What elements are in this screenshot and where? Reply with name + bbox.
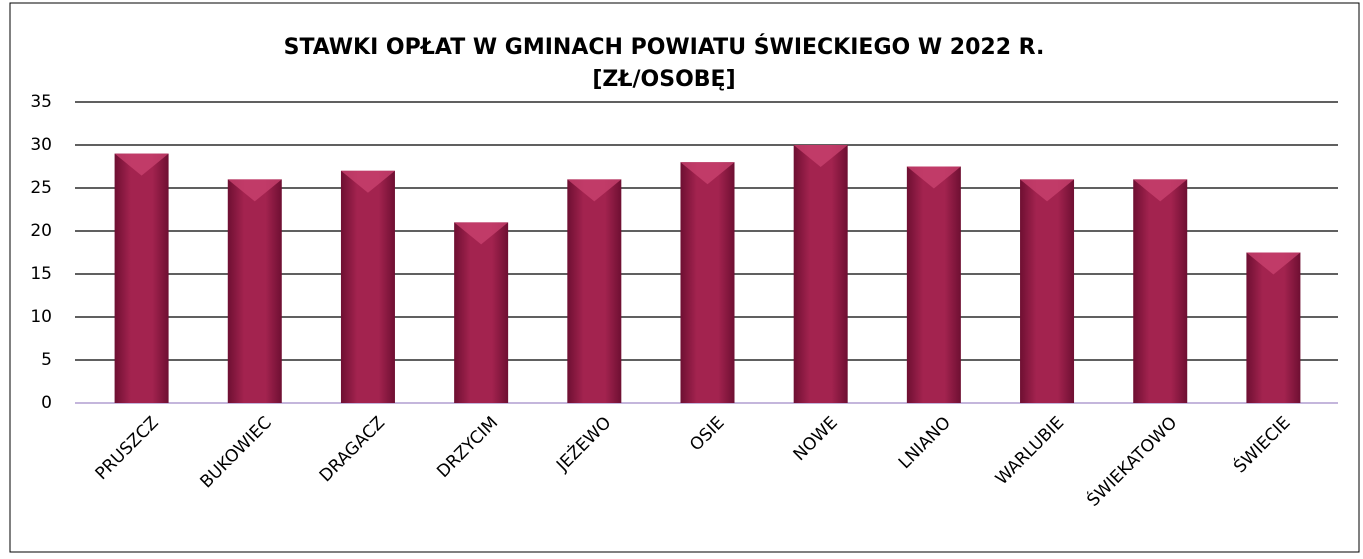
bar-top-bevel <box>680 162 735 185</box>
y-tick-label: 0 <box>41 393 52 413</box>
bar-top-bevel <box>1020 179 1075 202</box>
chart-title: STAWKI OPŁAT W GMINACH POWIATU ŚWIECKIEG… <box>284 34 1045 60</box>
bar <box>1020 179 1075 403</box>
bar-top-bevel <box>906 166 961 189</box>
bar <box>793 145 848 403</box>
bar <box>114 153 169 403</box>
y-tick-label: 25 <box>30 178 52 198</box>
bar-top-bevel <box>340 170 395 193</box>
bar <box>906 166 961 403</box>
y-tick-label: 35 <box>30 92 52 112</box>
y-tick-label: 5 <box>41 350 52 370</box>
y-tick-label: 30 <box>30 135 52 155</box>
bar-top-bevel <box>227 179 282 202</box>
y-tick-label: 20 <box>30 221 52 241</box>
bar-top-bevel <box>793 145 848 167</box>
bar <box>1133 179 1188 403</box>
bar <box>567 179 622 403</box>
bar <box>1246 252 1301 403</box>
bar <box>340 170 395 403</box>
chart-title: [ZŁ/OSOBĘ] <box>592 67 735 92</box>
bar-top-bevel <box>1133 179 1188 202</box>
bar-top-bevel <box>114 153 169 176</box>
bar <box>454 222 509 403</box>
bar-top-bevel <box>567 179 622 202</box>
bar-top-bevel <box>1246 252 1301 275</box>
bar <box>680 162 735 403</box>
bar-top-bevel <box>454 222 509 245</box>
y-tick-label: 15 <box>30 264 52 284</box>
bar <box>227 179 282 403</box>
y-tick-label: 10 <box>30 307 52 327</box>
